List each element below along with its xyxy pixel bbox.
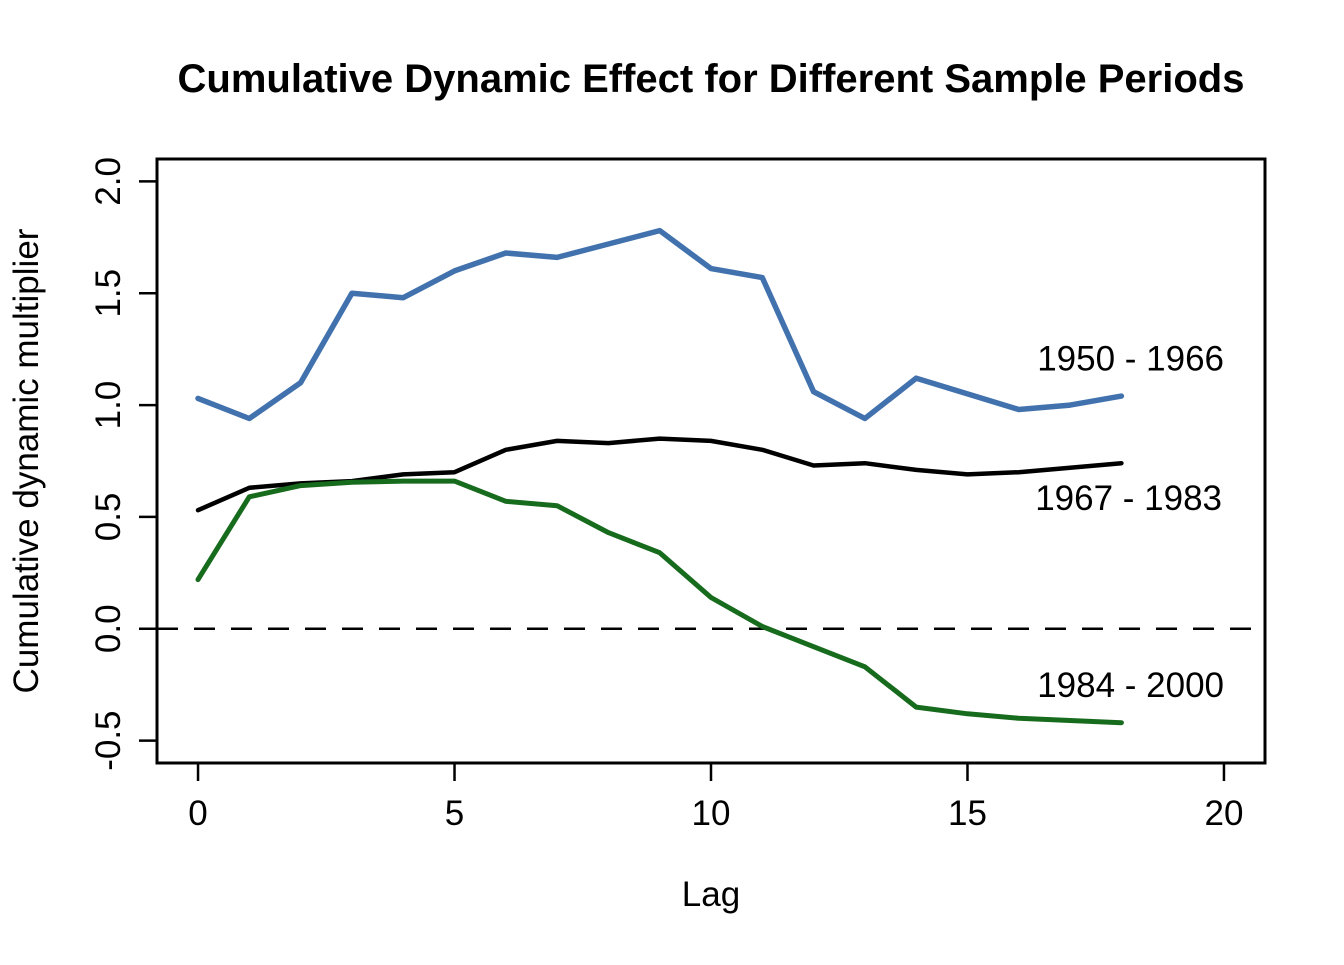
- x-tick-label: 5: [445, 794, 464, 833]
- x-tick-label: 10: [692, 794, 731, 833]
- series-line-1950-1966: [195, 227, 1125, 422]
- y-tick-label: 1.0: [89, 381, 128, 430]
- x-tick-label: 0: [188, 794, 207, 833]
- y-tick-label: -0.5: [89, 710, 128, 770]
- x-tick-label: 20: [1204, 794, 1243, 833]
- series-line-1984-2000: [195, 478, 1124, 726]
- chart-title: Cumulative Dynamic Effect for Different …: [178, 57, 1245, 101]
- series-label-1967-1983: 1967 - 1983: [1035, 479, 1222, 518]
- x-tick-label: 15: [948, 794, 987, 833]
- y-tick-label: 2.0: [89, 157, 128, 206]
- series-label-1984-2000: 1984 - 2000: [1037, 666, 1224, 705]
- y-tick-label: 1.5: [89, 269, 128, 318]
- series-line-1967-1983: [195, 436, 1124, 513]
- x-axis-title: Lag: [682, 875, 740, 914]
- series-label-1950-1966: 1950 - 1966: [1037, 339, 1224, 378]
- plot-area: 0 5 10 15 20 2.0 1.5 1.0 0.5 0.0 -0.5: [89, 157, 1267, 833]
- y-tick-label: 0.0: [89, 604, 128, 653]
- y-tick-label: 0.5: [89, 493, 128, 542]
- y-axis-title: Cumulative dynamic multiplier: [7, 228, 46, 693]
